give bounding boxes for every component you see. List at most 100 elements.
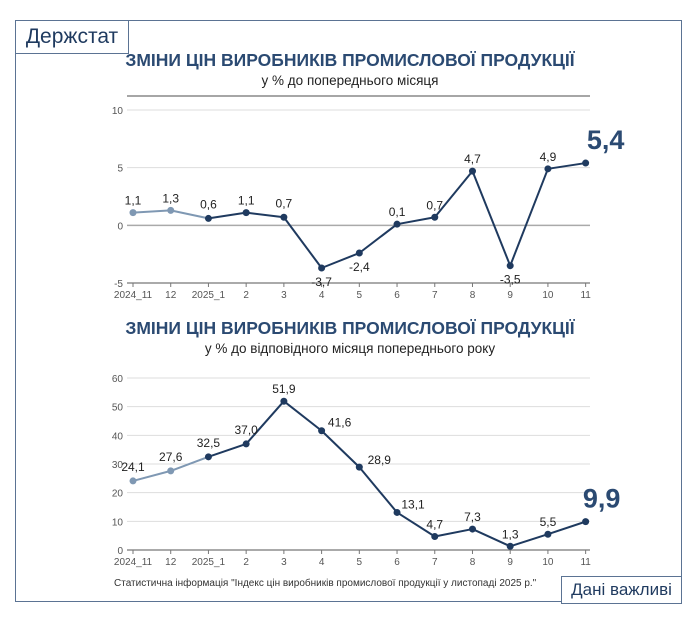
data-label: 0,7 [276, 196, 293, 210]
x-tick-label: 2 [243, 290, 249, 301]
series-segment [472, 528, 511, 548]
series-segment [132, 469, 171, 482]
series-segment [132, 209, 171, 214]
series-segment [321, 252, 360, 269]
chart1-title: ЗМІНИ ЦІН ВИРОБНИКІВ ПРОМИСЛОВОЇ ПРОДУКЦ… [125, 50, 575, 70]
data-point [431, 533, 439, 541]
data-label: 4,7 [464, 152, 481, 166]
x-tick-label: 9 [507, 557, 513, 568]
x-tick-label: 11 [580, 290, 591, 301]
chart1-subtitle: у % до попереднього місяця [261, 73, 439, 88]
x-tick-label: 10 [542, 557, 554, 568]
data-point [582, 159, 590, 167]
data-point [544, 165, 552, 173]
series-segment [547, 162, 586, 170]
series-segment [471, 170, 512, 267]
series-segment [170, 209, 209, 220]
y-tick-label: 50 [112, 403, 124, 414]
data-label: 1,1 [238, 194, 255, 208]
badge-data-important: Дані важливі [561, 576, 682, 604]
data-point [506, 262, 514, 270]
data-label: -3,7 [311, 275, 332, 289]
data-point [167, 467, 175, 475]
series-segment [547, 520, 586, 536]
chart2-subtitle: у % до відповідного місяця попереднього … [204, 341, 496, 356]
data-label: 37,0 [234, 423, 258, 437]
series-segment [320, 430, 361, 468]
data-point [242, 440, 250, 448]
data-point [280, 397, 288, 405]
series-segment [396, 216, 435, 226]
y-tick-label: 0 [117, 221, 123, 232]
y-tick-label: 30 [112, 460, 124, 471]
series-segment [433, 170, 474, 218]
data-label: 51,9 [272, 382, 296, 396]
data-point [355, 249, 363, 257]
data-point [393, 220, 401, 228]
data-point [468, 167, 476, 175]
series-segment [208, 442, 247, 458]
x-tick-label: 7 [432, 557, 438, 568]
logo-derzhstat: Держстат [15, 20, 129, 54]
data-point [129, 209, 137, 217]
series-segment [283, 400, 323, 432]
x-tick-label: 10 [542, 290, 554, 301]
data-label: 41,6 [328, 416, 352, 430]
data-label-latest: 5,4 [587, 125, 625, 155]
x-tick-label: 3 [281, 557, 287, 568]
x-tick-label: 12 [165, 557, 177, 568]
x-tick-label: 2 [243, 557, 249, 568]
y-tick-label: 40 [112, 431, 124, 442]
x-tick-label: 3 [281, 290, 287, 301]
data-label: -2,4 [349, 260, 370, 274]
x-tick-label: 2025_1 [192, 557, 226, 568]
data-label: 4,9 [540, 150, 557, 164]
series-segment [208, 211, 247, 220]
data-point [167, 206, 175, 214]
series-segment [358, 466, 398, 514]
data-label: 0,6 [200, 197, 217, 211]
x-tick-label: 8 [470, 557, 476, 568]
data-point [506, 542, 514, 550]
data-point [468, 525, 476, 533]
y-tick-label: 60 [112, 374, 124, 385]
series-segment [509, 533, 549, 548]
y-tick-label: -5 [114, 279, 123, 290]
data-label: 13,1 [401, 497, 425, 511]
data-point [582, 518, 590, 526]
y-tick-label: 5 [117, 164, 123, 175]
data-point [242, 209, 250, 217]
data-point [318, 264, 326, 272]
x-tick-label: 2024_11 [114, 557, 153, 568]
data-label: 0,1 [389, 205, 406, 219]
data-label: 4,7 [426, 518, 443, 532]
x-tick-label: 8 [470, 290, 476, 301]
data-label: -3,5 [500, 273, 521, 287]
data-label: 1,3 [162, 191, 179, 205]
data-point [129, 477, 137, 485]
y-tick-label: 0 [117, 546, 123, 557]
series-segment [246, 211, 285, 219]
data-label: 28,9 [368, 453, 392, 467]
data-label: 7,3 [464, 510, 481, 524]
data-label: 1,3 [502, 527, 519, 541]
frame [15, 20, 682, 602]
data-label-latest: 9,9 [583, 484, 621, 514]
series-segment [396, 511, 436, 538]
source-note: Статистична інформація "Індекс цін вироб… [114, 578, 537, 589]
chart2-title: ЗМІНИ ЦІН ВИРОБНИКІВ ПРОМИСЛОВОЇ ПРОДУКЦ… [125, 318, 575, 338]
y-tick-label: 20 [112, 489, 124, 500]
data-label: 27,6 [159, 450, 183, 464]
x-tick-label: 4 [319, 290, 325, 301]
x-tick-label: 5 [357, 557, 363, 568]
data-point [204, 214, 212, 222]
data-point [431, 213, 439, 221]
series-segment [434, 528, 473, 538]
series-segment [170, 455, 209, 472]
x-tick-label: 4 [319, 557, 325, 568]
x-tick-label: 2025_1 [192, 290, 226, 301]
x-tick-label: 2024_11 [114, 290, 153, 301]
series-segment [245, 400, 285, 445]
